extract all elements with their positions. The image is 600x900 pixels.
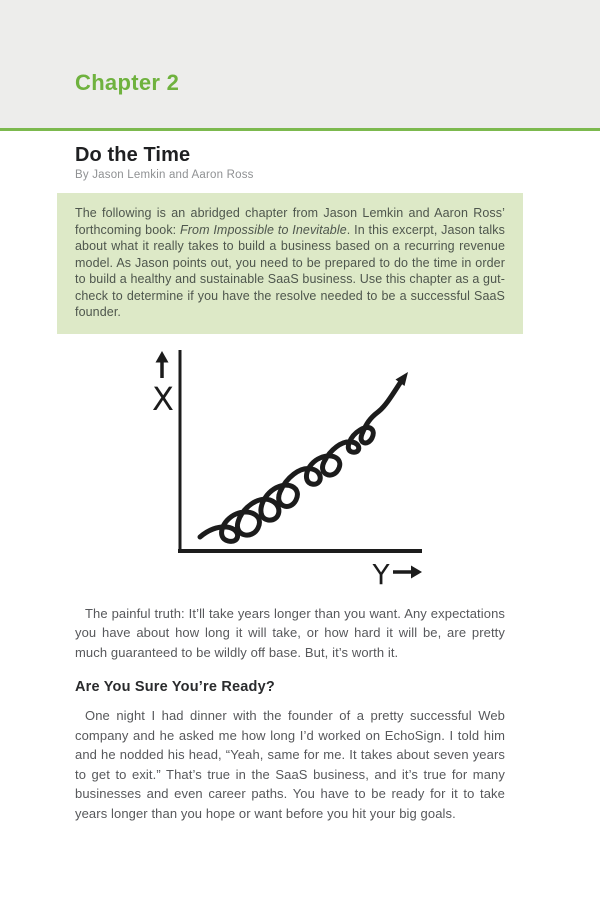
vertical-axis-label: X	[152, 380, 174, 418]
page-content: Do the Time By Jason Lemkin and Aaron Ro…	[0, 131, 600, 823]
callout-rest-text: . In this excerpt, Jason talks about wha…	[75, 222, 505, 320]
vertical-axis-arrow-icon	[155, 350, 169, 378]
paragraph-dinner-story: One night I had dinner with the founder …	[75, 708, 505, 821]
section-heading-ready: Are You Sure You’re Ready?	[75, 679, 275, 695]
chapter-label: Chapter 2	[75, 70, 180, 95]
article-title: Do the Time	[75, 144, 191, 166]
scribble-arrowhead	[395, 371, 408, 386]
book-title-italic: From Impossible to Inevitable	[180, 222, 347, 237]
paragraph-painful-truth: The painful truth: It’ll take years long…	[75, 605, 505, 660]
horizontal-axis-arrow-icon	[393, 565, 422, 578]
excerpt-callout: The following is an abridged chapter fro…	[57, 193, 523, 334]
callout-lead-text: The following is an abridged chapter fro…	[75, 206, 505, 237]
scribble-chart-svg: X Y	[152, 349, 422, 588]
scribble-line	[197, 377, 405, 544]
chapter-header: Chapter 2	[0, 0, 600, 131]
article-byline: By Jason Lemkin and Aaron Ross	[75, 169, 254, 181]
horizontal-axis-label: Y	[371, 558, 390, 588]
growth-scribble-figure: X Y	[75, 348, 505, 588]
